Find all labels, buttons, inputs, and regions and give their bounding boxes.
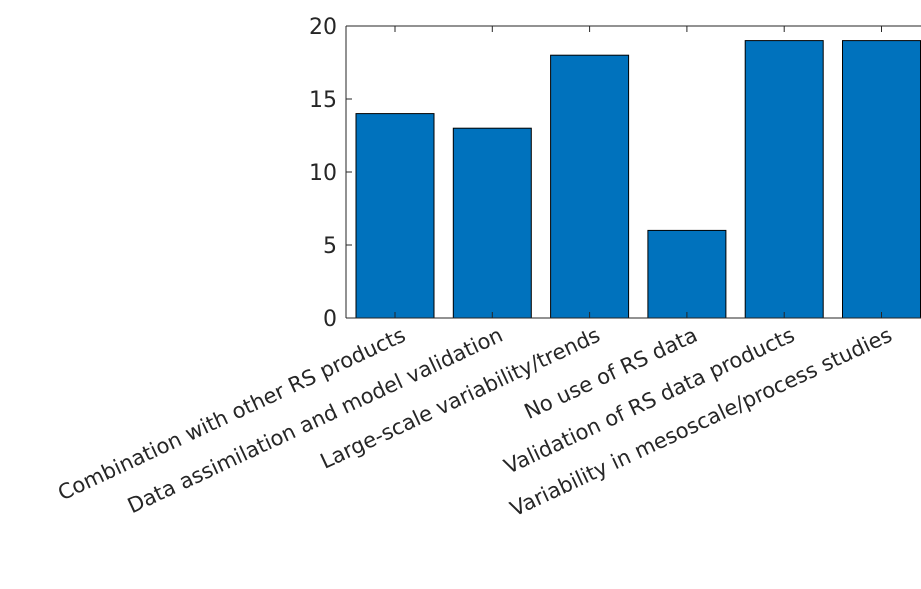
y-tick-label-2: 10 [309,161,337,186]
bar-5 [842,40,921,319]
bar-1 [452,127,532,319]
y-tick-label-4: 20 [309,15,337,40]
x-tick-label-1: Data assimilation and model validation [124,323,507,518]
y-tick-label-3: 15 [309,88,337,113]
y-tick-label-1: 5 [323,234,337,259]
bar-0 [355,113,435,319]
bar-4 [744,40,824,319]
y-tick-label-0: 0 [323,307,337,332]
bar-2 [550,54,630,319]
bar-3 [647,229,727,319]
